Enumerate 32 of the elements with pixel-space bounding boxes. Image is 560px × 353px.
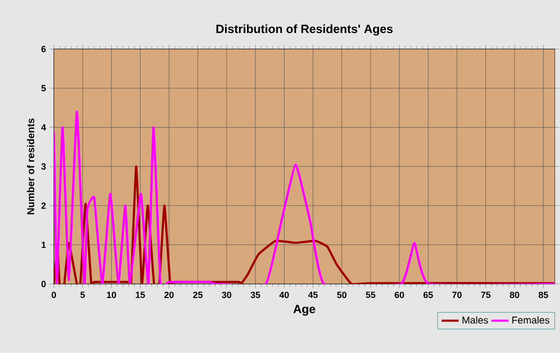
chart-title: Distribution of Residents' Ages <box>216 24 393 36</box>
legend-label: Males <box>462 316 488 324</box>
y-tick-label: 4 <box>41 124 46 131</box>
x-tick-label: 50 <box>337 292 346 298</box>
x-tick-label: 25 <box>193 292 203 298</box>
x-tick-label: 70 <box>452 292 462 298</box>
x-tick-label: 45 <box>308 292 318 298</box>
x-tick-label: 30 <box>222 292 232 298</box>
line-series <box>54 165 555 284</box>
y-tick-label: 1 <box>42 242 46 248</box>
x-tick-label: 65 <box>424 292 433 298</box>
x-tick-label: 60 <box>394 292 404 298</box>
x-axis-title: Age <box>293 305 316 316</box>
x-tick-label: 40 <box>279 292 289 298</box>
x-tick-label: 80 <box>510 292 520 298</box>
legend-label: Females <box>512 316 550 324</box>
x-tick-label: 15 <box>136 292 145 298</box>
y-tick-label: 0 <box>41 280 46 288</box>
line-series <box>54 110 555 284</box>
y-tick-label: 2 <box>41 202 46 209</box>
y-tick-label: 3 <box>41 163 46 170</box>
x-tick-label: 55 <box>366 292 376 298</box>
x-tick-label: 10 <box>107 292 116 298</box>
x-tick-label: 35 <box>250 292 260 298</box>
x-tick-label: 20 <box>164 292 174 298</box>
y-tick-label: 5 <box>41 85 46 92</box>
x-tick-label: 0 <box>52 292 56 298</box>
x-tick-label: 5 <box>80 292 85 298</box>
x-tick-label: 85 <box>538 292 548 298</box>
y-tick-label: 6 <box>41 46 46 52</box>
y-axis-title: Number of residents <box>26 118 34 214</box>
x-tick-label: 75 <box>481 292 491 298</box>
